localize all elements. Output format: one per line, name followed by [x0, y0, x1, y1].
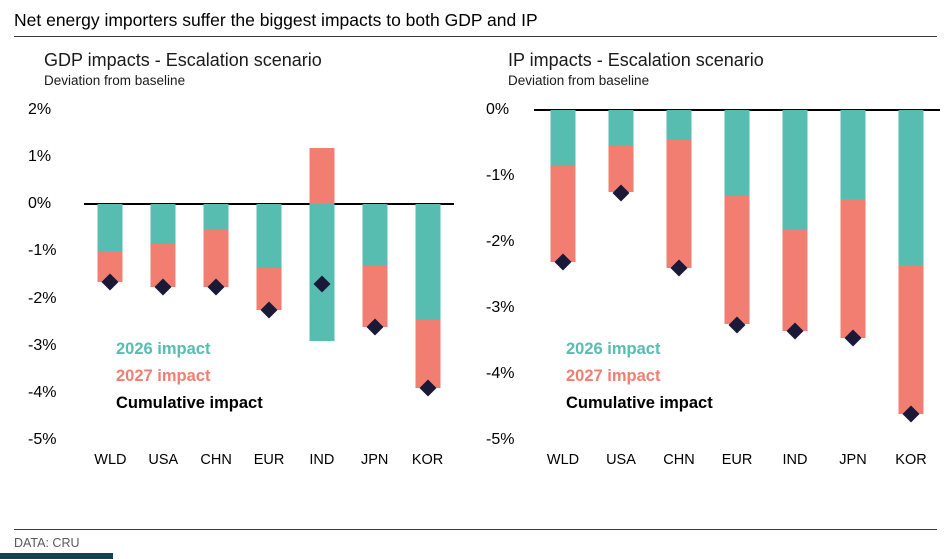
y-axis: 0% -1% -2% -3% -4% -5%: [478, 101, 534, 448]
bar-2026-impact: [550, 110, 576, 167]
y-tick-label: -1%: [28, 242, 57, 260]
category-label: CHN: [663, 452, 695, 468]
bar-2026-impact: [415, 204, 441, 320]
y-tick-label: -2%: [28, 289, 57, 307]
legend-cumulative: Cumulative impact: [566, 394, 713, 412]
chart-title: GDP impacts - Escalation scenario: [44, 50, 322, 70]
bar-2026-impact: [724, 110, 750, 196]
category-label: CHN: [200, 452, 232, 468]
brand-strip: [0, 553, 113, 559]
y-tick-label: -3%: [28, 336, 57, 354]
bar-2027-impact: [203, 230, 229, 287]
page-title: Net energy importers suffer the biggest …: [14, 10, 538, 30]
bar-2026-impact: [256, 204, 282, 268]
chart-title: IP impacts - Escalation scenario: [508, 50, 764, 70]
category-label: WLD: [94, 452, 127, 468]
bar-2027-impact: [840, 199, 866, 338]
bar-2026-impact: [309, 204, 335, 341]
bar-2027-impact: [309, 147, 335, 205]
bar-2026-impact: [150, 204, 176, 245]
category-label: WLD: [546, 452, 580, 468]
bar-2027-impact: [666, 139, 692, 269]
gdp-chart-panel: GDP impacts - Escalation scenario Deviat…: [14, 50, 454, 472]
category-label: EUR: [253, 452, 285, 468]
bar-2026-impact: [362, 204, 388, 266]
category-label: USA: [606, 452, 636, 468]
category-label: EUR: [721, 452, 753, 468]
y-tick-label: -1%: [486, 167, 515, 184]
category-label: JPN: [839, 452, 867, 468]
y-tick-label: 2%: [28, 101, 52, 118]
bar-2026-impact: [666, 110, 692, 140]
legend-cumulative: Cumulative impact: [116, 394, 263, 412]
bar-2026-impact: [898, 110, 924, 266]
chart-legend: 2026 impact 2027 impact Cumulative impac…: [116, 336, 263, 417]
y-tick-label: -5%: [486, 431, 515, 448]
bar-2027-impact: [550, 166, 576, 262]
bar-2026-impact: [608, 110, 634, 147]
bar-2026-impact: [782, 110, 808, 229]
title-divider: [14, 36, 937, 37]
category-label: KOR: [411, 452, 444, 468]
y-tick-label: -5%: [28, 431, 57, 448]
bar-2026-impact: [203, 204, 229, 231]
category-row: WLD USA CHN EUR IND JPN KOR: [84, 452, 454, 472]
footer-divider: [14, 529, 937, 530]
data-source: DATA: CRU: [14, 536, 80, 550]
bar-2027-impact: [724, 195, 750, 325]
y-tick-label: 1%: [28, 148, 52, 166]
plot-area: 2026 impact 2027 impact Cumulative impac…: [84, 110, 454, 440]
legend-2027: 2027 impact: [566, 367, 661, 385]
chart-legend: 2026 impact 2027 impact Cumulative impac…: [566, 336, 713, 417]
category-label: IND: [782, 452, 808, 468]
chart-subtitle: Deviation from baseline: [508, 73, 650, 88]
legend-2026: 2026 impact: [566, 340, 661, 358]
ip-chart-panel: IP impacts - Escalation scenario Deviati…: [478, 50, 940, 472]
chart-subtitle: Deviation from baseline: [44, 73, 186, 88]
legend-2027: 2027 impact: [116, 367, 211, 385]
category-label: JPN: [361, 452, 389, 468]
category-label: IND: [309, 452, 335, 468]
bar-2027-impact: [362, 265, 388, 327]
category-label: KOR: [895, 452, 927, 468]
y-axis: 2% 1% 0% -1% -2% -3% -4% -5%: [14, 101, 84, 448]
y-tick-label: -3%: [486, 299, 515, 316]
y-tick-label: -4%: [28, 383, 57, 401]
bar-2027-impact: [898, 265, 924, 414]
y-tick-label: -4%: [486, 365, 515, 382]
bar-2027-impact: [782, 228, 808, 332]
bar-2027-impact: [415, 319, 441, 389]
category-label: USA: [148, 452, 179, 468]
plot-area: 2026 impact 2027 impact Cumulative impac…: [534, 109, 940, 440]
y-tick-label: 0%: [28, 195, 52, 213]
y-tick-label: -2%: [486, 233, 515, 250]
category-row: WLD USA CHN EUR IND JPN KOR: [534, 452, 940, 472]
bar-2026-impact: [97, 204, 123, 252]
legend-2026: 2026 impact: [116, 340, 211, 358]
bar-2026-impact: [840, 110, 866, 200]
y-tick-label: 0%: [486, 101, 510, 118]
